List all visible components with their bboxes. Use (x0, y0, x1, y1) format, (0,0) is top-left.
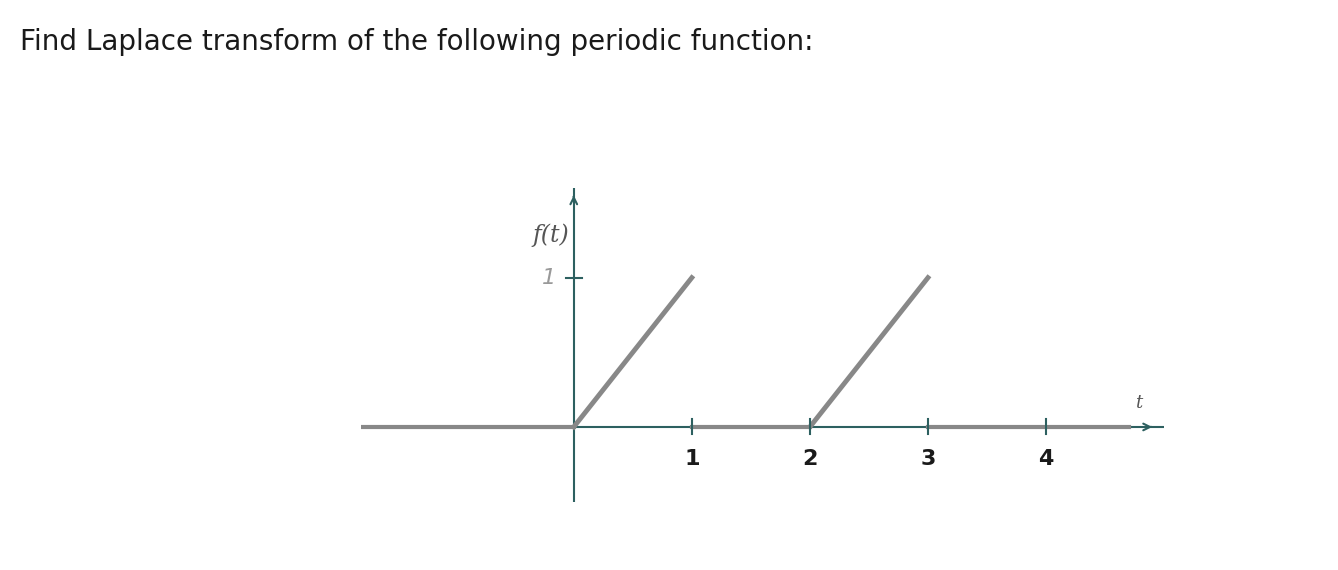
Text: t: t (1135, 394, 1141, 412)
Text: 3: 3 (921, 449, 935, 469)
Text: f(t): f(t) (533, 224, 569, 247)
Text: 1: 1 (542, 268, 557, 288)
Text: 1: 1 (684, 449, 700, 469)
Text: Find Laplace transform of the following periodic function:: Find Laplace transform of the following … (20, 28, 814, 56)
Text: 2: 2 (803, 449, 818, 469)
Text: 4: 4 (1038, 449, 1054, 469)
